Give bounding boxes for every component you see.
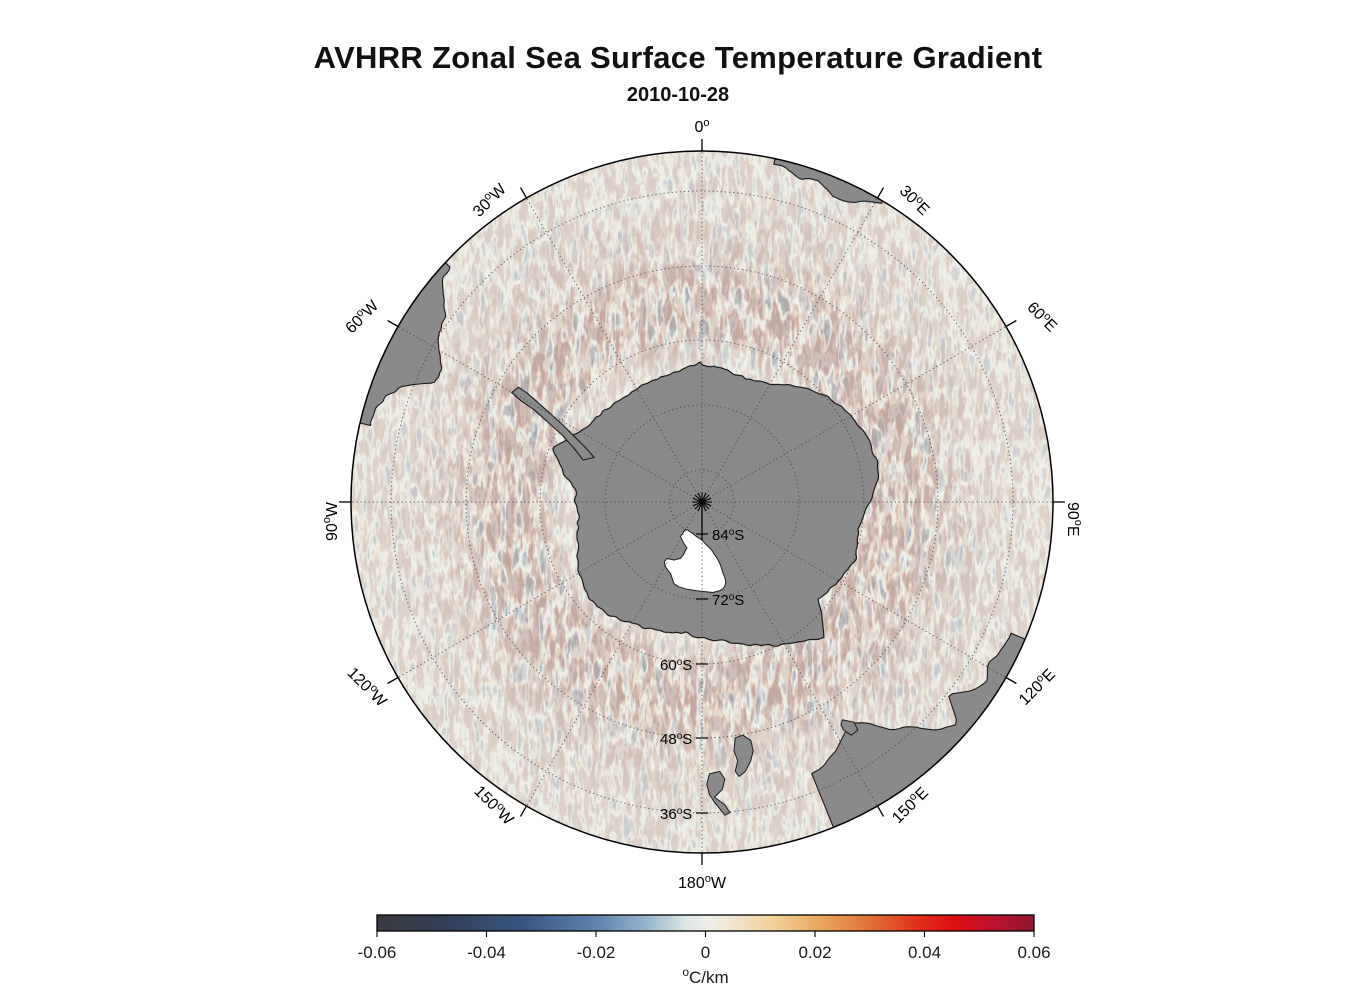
svg-text:oC/km: oC/km — [682, 965, 728, 987]
svg-text:84oS: 84oS — [712, 527, 744, 545]
svg-text:-0.04: -0.04 — [467, 943, 506, 962]
svg-text:0: 0 — [701, 943, 710, 962]
svg-text:-0.06: -0.06 — [358, 943, 397, 962]
svg-text:120oW: 120oW — [344, 663, 392, 711]
svg-text:0.02: 0.02 — [798, 943, 831, 962]
svg-text:72oS: 72oS — [712, 592, 744, 610]
svg-text:0.04: 0.04 — [908, 943, 941, 962]
svg-text:60oE: 60oE — [1023, 298, 1061, 336]
svg-text:36oS: 36oS — [660, 806, 692, 824]
svg-text:0o: 0o — [694, 117, 709, 136]
svg-text:90oW: 90oW — [321, 501, 341, 541]
svg-text:90oE: 90oE — [1064, 502, 1084, 537]
svg-text:60oS: 60oS — [660, 657, 692, 675]
svg-text:180oW: 180oW — [678, 873, 727, 892]
svg-text:48oS: 48oS — [660, 731, 692, 749]
svg-text:-0.02: -0.02 — [577, 943, 616, 962]
svg-text:60oW: 60oW — [341, 295, 383, 337]
svg-text:0.06: 0.06 — [1017, 943, 1050, 962]
svg-text:120oE: 120oE — [1015, 665, 1059, 709]
